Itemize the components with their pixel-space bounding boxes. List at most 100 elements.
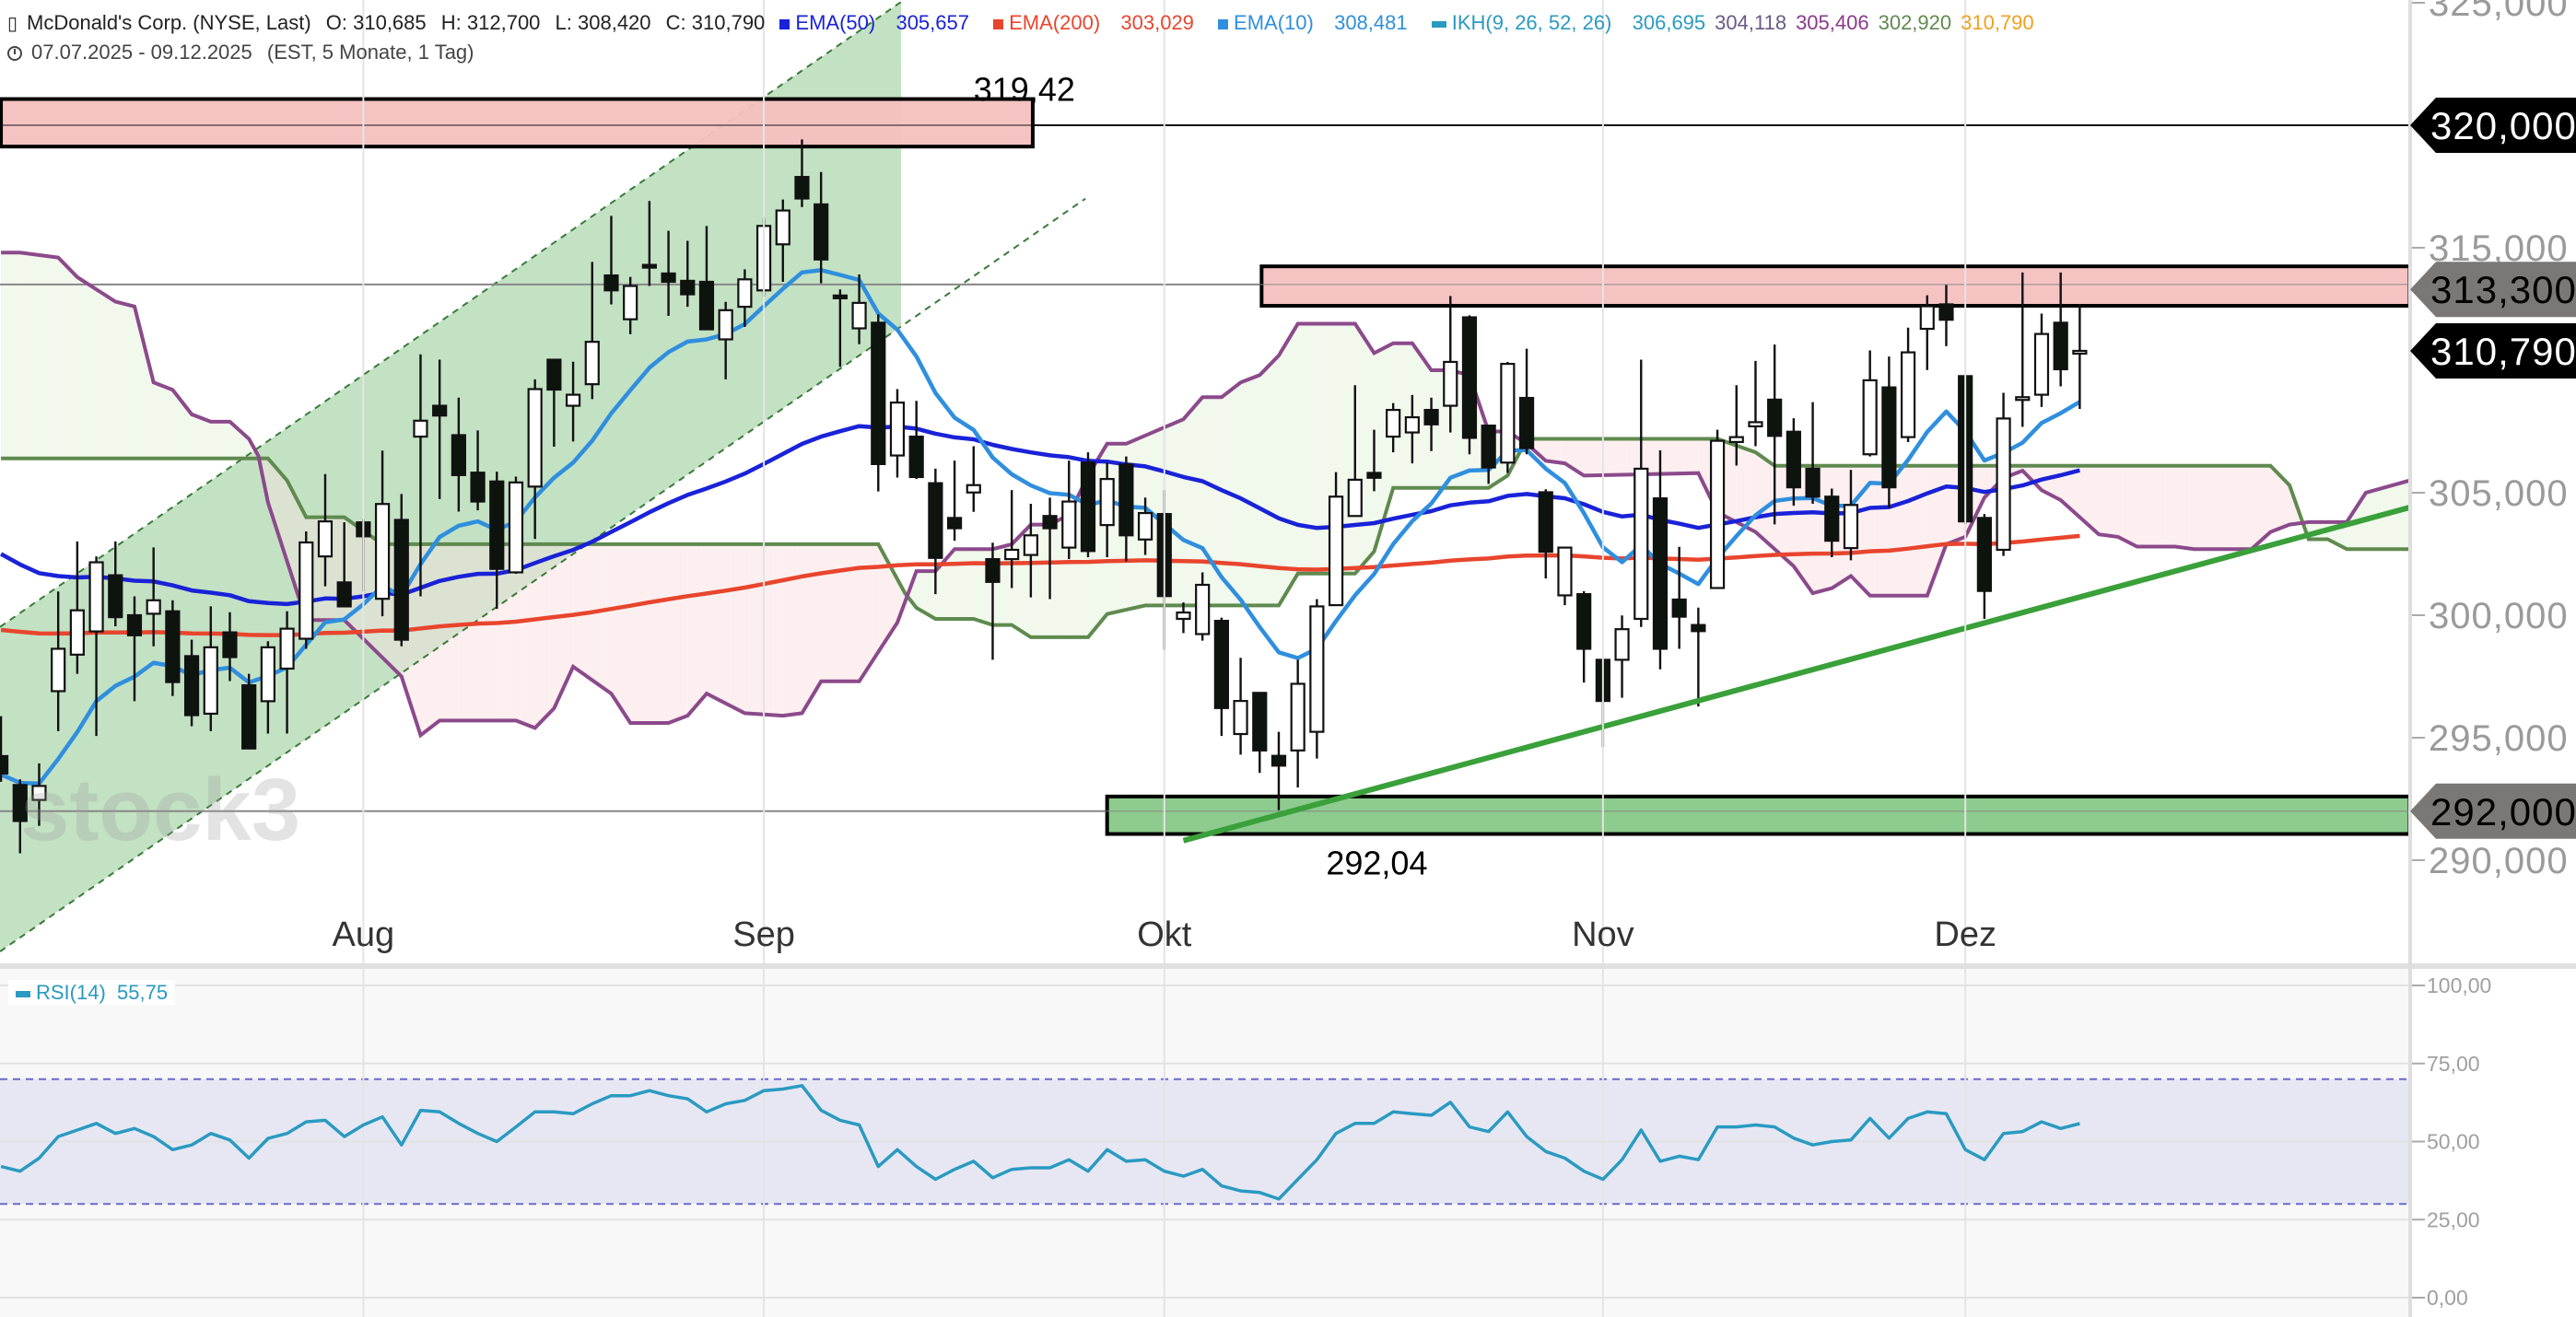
- ichimoku-cloud-segment: [2103, 465, 2109, 536]
- ichimoku-cloud-segment: [1302, 323, 1308, 574]
- ichimoku-cloud-segment: [2174, 465, 2181, 548]
- ichimoku-cloud-segment: [501, 543, 507, 721]
- legend-ema50[interactable]: EMA(50) 305,657: [779, 11, 978, 34]
- price-tag: [2410, 783, 2576, 839]
- ichimoku-cloud-segment: [2208, 465, 2214, 550]
- legend-swatch-icon: [779, 18, 790, 29]
- price-tag-label: 292,000: [2430, 790, 2576, 833]
- ichimoku-cloud-segment: [649, 543, 655, 724]
- ichimoku-cloud-segment: [34, 254, 40, 459]
- ichimoku-cloud-segment: [1569, 438, 1575, 470]
- candle-up: [1614, 628, 1630, 661]
- ichimoku-cloud-segment: [506, 543, 511, 721]
- candle-up: [584, 341, 600, 386]
- ichimoku-cloud-segment: [181, 402, 187, 459]
- legend-ikh[interactable]: IKH(9, 26, 52, 26) 306,695 304,118 305,406…: [1431, 11, 2043, 34]
- ichimoku-cloud-segment: [1, 252, 6, 459]
- price-annotation: 319,42: [974, 70, 1075, 108]
- ichimoku-cloud-segment: [1550, 438, 1556, 462]
- candlestick-icon: ▯: [7, 14, 18, 34]
- ichimoku-cloud-segment: [1926, 465, 1932, 596]
- ichimoku-cloud-segment: [620, 543, 626, 717]
- ichimoku-cloud-segment: [668, 543, 673, 724]
- ichimoku-cloud-segment: [797, 543, 802, 715]
- candle-down: [1824, 495, 1840, 542]
- ichimoku-cloud-segment: [2165, 465, 2171, 547]
- candle-up: [2072, 349, 2088, 355]
- ichimoku-cloud-segment: [1950, 465, 1956, 542]
- ichimoku-cloud-segment: [429, 543, 435, 728]
- candle-up: [1061, 500, 1077, 549]
- ichimoku-cloud-segment: [859, 543, 864, 682]
- ichimoku-cloud-segment: [697, 543, 702, 705]
- ichimoku-cloud-segment: [82, 280, 88, 459]
- candle-up: [146, 599, 161, 615]
- ichimoku-cloud-segment: [2075, 465, 2080, 518]
- ichimoku-cloud-segment: [96, 289, 101, 459]
- legend-label: EMA(200): [1009, 11, 1101, 34]
- ichimoku-cloud-segment: [625, 543, 631, 724]
- ichimoku-cloud-segment: [63, 262, 68, 459]
- rsi-legend[interactable]: RSI(14) 55,75: [8, 980, 176, 1005]
- ichimoku-cloud-segment: [2055, 465, 2061, 500]
- ichimoku-cloud-segment: [611, 543, 616, 702]
- ichimoku-cloud-segment: [1622, 438, 1627, 475]
- candle-up: [851, 301, 867, 330]
- legend-ema10[interactable]: EMA(10) 308,481: [1218, 11, 1417, 34]
- date-range: 07.07.2025 - 09.12.2025 (EST, 5 Monate, …: [7, 41, 484, 64]
- ichimoku-cloud-segment: [949, 549, 955, 619]
- high-value: H: 312,700: [440, 11, 541, 34]
- ichimoku-cloud-segment: [134, 306, 140, 459]
- ichimoku-cloud-segment: [1364, 338, 1370, 563]
- ichimoku-cloud-segment: [19, 252, 25, 459]
- ichimoku-cloud-segment: [549, 543, 555, 714]
- ichimoku-cloud-segment: [148, 363, 154, 459]
- ichimoku-cloud-segment: [201, 417, 206, 459]
- ichimoku-cloud-segment: [2246, 465, 2252, 550]
- legend-ema200[interactable]: EMA(200) 303,029: [993, 11, 1203, 34]
- ichimoku-span-b-line: [1, 437, 2408, 639]
- ichimoku-cloud-segment: [596, 543, 603, 687]
- ichimoku-cloud-segment: [1665, 438, 1670, 474]
- ichimoku-cloud-segment: [1111, 443, 1118, 613]
- ichimoku-cloud-segment: [1731, 443, 1737, 522]
- legend-label: EMA(50): [795, 11, 876, 34]
- ichimoku-cloud-segment: [683, 543, 688, 718]
- ichimoku-cloud-segment: [168, 388, 173, 459]
- candle-up: [203, 646, 218, 716]
- ichimoku-cloud-segment: [2070, 465, 2076, 513]
- candle-up: [1709, 439, 1726, 589]
- ichimoku-cloud-segment: [2137, 465, 2142, 547]
- ichimoku-cloud-segment: [873, 543, 879, 659]
- ichimoku-cloud-segment: [2093, 465, 2100, 535]
- candle-down: [661, 272, 676, 284]
- ichimoku-cloud-segment: [1908, 465, 1914, 596]
- ichimoku-cloud-segment: [1564, 438, 1570, 467]
- ichimoku-cloud-segment: [1249, 377, 1256, 606]
- ichimoku-cloud-segment: [1689, 438, 1694, 473]
- trend-channel-lower-line: [0, 197, 1086, 952]
- ichimoku-cloud-segment: [1545, 438, 1551, 462]
- ichimoku-cloud-segment: [2394, 483, 2400, 550]
- legend-swatch-icon: [1431, 20, 1446, 28]
- candle-up: [889, 402, 906, 457]
- candle-down: [1691, 624, 1706, 633]
- ichimoku-cloud-segment: [1683, 438, 1690, 474]
- ichimoku-cloud-segment: [2160, 465, 2166, 547]
- x-axis-month-label: Sep: [732, 915, 795, 954]
- ichimoku-cloud-segment: [2266, 465, 2271, 537]
- candle-down: [814, 203, 829, 261]
- candle-down: [1671, 598, 1687, 618]
- candle-up: [623, 285, 638, 321]
- ichimoku-cloud-segment: [48, 256, 53, 459]
- instrument-title: McDonald's Corp. (NYSE, Last): [27, 11, 311, 34]
- ichimoku-cloud-segment: [706, 543, 712, 696]
- candle-down: [1461, 316, 1478, 439]
- ichimoku-cloud-segment: [1874, 465, 1880, 596]
- legend-label: IKH(9, 26, 52, 26): [1451, 11, 1612, 34]
- candle-up: [31, 785, 47, 801]
- ichimoku-cloud-segment: [1359, 331, 1365, 568]
- ichimoku-cloud-segment: [363, 530, 369, 644]
- ichimoku-cloud-segment: [2051, 465, 2056, 498]
